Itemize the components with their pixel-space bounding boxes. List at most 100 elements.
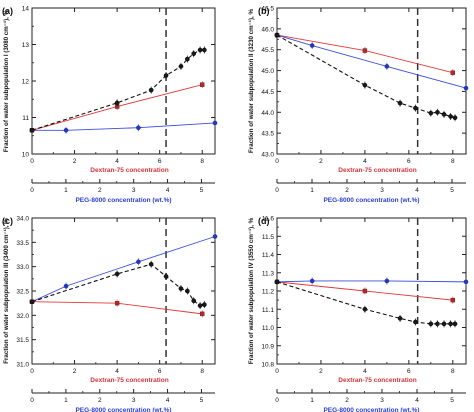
- series-2: [29, 260, 207, 310]
- peg-tick-label: 2: [98, 397, 102, 404]
- data-point: [397, 316, 403, 321]
- x-axis-title-peg: PEG-8000 concentration (wt.%): [75, 407, 171, 412]
- y-tick-label: 32.0: [16, 313, 29, 320]
- data-point: [450, 70, 456, 75]
- data-point: [274, 32, 280, 38]
- series-line: [276, 281, 456, 325]
- y-axis: 10 11 12 13 14: [22, 6, 215, 159]
- panel-d: (d) 10.8 10.9 11.0 11.1 11.2 11.3 11.4 11.5 11.6 F…: [248, 216, 469, 412]
- x-axis-peg: 0 1 2 3 4 5 PEG-8000 concentration (wt.%): [30, 179, 215, 204]
- x-tick-label: 6: [407, 368, 411, 375]
- x-tick-label: 2: [319, 158, 323, 165]
- data-point: [212, 234, 218, 239]
- series-1: [29, 232, 218, 306]
- x-tick-label: 2: [73, 368, 77, 375]
- peg-tick-label: 4: [415, 397, 419, 404]
- series-1: [29, 119, 218, 134]
- data-point: [184, 288, 190, 294]
- y-tick-label: 31.0: [16, 362, 29, 369]
- y-tick-label: 11: [22, 115, 29, 122]
- data-point: [29, 299, 35, 305]
- y-axis-title: Fraction of water subpopulation III (340…: [3, 218, 10, 364]
- series-line: [31, 263, 205, 307]
- data-point: [178, 286, 184, 291]
- data-point: [63, 127, 69, 133]
- data-point: [148, 87, 154, 93]
- data-point: [178, 64, 184, 69]
- data-point: [114, 100, 120, 106]
- x-tick-label: 4: [115, 368, 119, 375]
- x-axis-peg: 0 1 2 3 4 5 PEG-8000 concentration (wt.%): [275, 179, 466, 204]
- data-point: [148, 261, 154, 267]
- x-tick-label: 8: [200, 158, 204, 165]
- y-tick-label: 33.0: [16, 264, 29, 271]
- x-axis-dextran: 0 2 4 6 8 Dextran-75 concentration: [275, 218, 455, 384]
- data-point: [163, 73, 169, 78]
- y-tick-label: 11.5: [262, 234, 275, 241]
- data-point: [197, 47, 203, 53]
- y-tick-label: 11.0: [262, 325, 275, 332]
- data-point: [197, 303, 203, 308]
- peg-tick-label: 0: [30, 397, 34, 404]
- data-point: [362, 82, 368, 88]
- x-tick-label: 6: [158, 158, 162, 165]
- x-tick-label: 0: [30, 158, 34, 165]
- x-axis-title-dextran: Dextran-75 concentration: [338, 377, 416, 384]
- data-point: [463, 279, 469, 285]
- data-point: [362, 48, 368, 53]
- data-point: [428, 321, 434, 327]
- data-point: [428, 110, 434, 116]
- data-point: [163, 274, 169, 279]
- data-point: [413, 105, 418, 111]
- data-point: [448, 321, 453, 327]
- y-tick-label: 13: [22, 42, 30, 49]
- x-axis-title-dextran: Dextran-75 concentration: [90, 167, 168, 174]
- data-point: [136, 125, 141, 131]
- peg-tick-label: 2: [345, 187, 349, 194]
- peg-tick-label: 2: [98, 187, 102, 194]
- peg-tick-label: 4: [415, 187, 419, 194]
- x-tick-label: 2: [319, 368, 323, 375]
- y-axis: 10.8 10.9 11.0 11.1 11.2 11.3 11.4 11.5 11.6: [261, 216, 466, 369]
- data-point: [202, 302, 207, 307]
- x-tick-label: 4: [115, 158, 119, 165]
- data-point: [450, 297, 456, 303]
- series-line: [276, 280, 467, 283]
- peg-tick-label: 3: [132, 397, 136, 404]
- peg-tick-label: 4: [166, 397, 170, 404]
- data-point: [448, 114, 453, 119]
- y-tick-label: 11.1: [262, 307, 275, 314]
- data-point: [309, 43, 315, 48]
- panel-label: (b): [258, 6, 270, 16]
- peg-tick-label: 5: [200, 397, 204, 404]
- y-tick-label: 45.0: [261, 68, 274, 75]
- y-tick-label: 10.8: [261, 362, 274, 369]
- data-point: [200, 82, 205, 87]
- x-axis-peg: 0 1 2 3 4 5 PEG-8000 concentration (wt.%): [275, 389, 466, 412]
- peg-tick-label: 4: [166, 187, 170, 194]
- peg-tick-label: 1: [64, 187, 68, 194]
- x-axis-title-peg: PEG-8000 concentration (wt.%): [323, 407, 419, 412]
- y-axis: 31.0 31.5 32.0 32.5 33.0 33.5 34.0: [16, 216, 215, 369]
- panel-label: (c): [2, 216, 13, 226]
- plot-frame: [276, 7, 467, 155]
- y-tick-label: 43.5: [261, 131, 274, 138]
- y-tick-label: 12: [22, 79, 30, 86]
- y-tick-label: 31.5: [16, 337, 29, 344]
- data-point: [362, 288, 368, 294]
- y-tick-label: 44.0: [261, 110, 274, 117]
- data-point: [114, 271, 120, 277]
- series-2: [274, 31, 458, 122]
- data-point: [191, 51, 197, 56]
- peg-tick-label: 3: [380, 187, 384, 194]
- data-point: [184, 56, 190, 62]
- y-tick-label: 11.4: [262, 252, 275, 259]
- series-line: [31, 236, 216, 303]
- series-line: [276, 34, 456, 119]
- x-tick-label: 0: [275, 368, 279, 375]
- x-tick-label: 8: [200, 368, 204, 375]
- data-point: [397, 100, 403, 106]
- peg-tick-label: 0: [275, 397, 279, 404]
- data-point: [384, 278, 390, 284]
